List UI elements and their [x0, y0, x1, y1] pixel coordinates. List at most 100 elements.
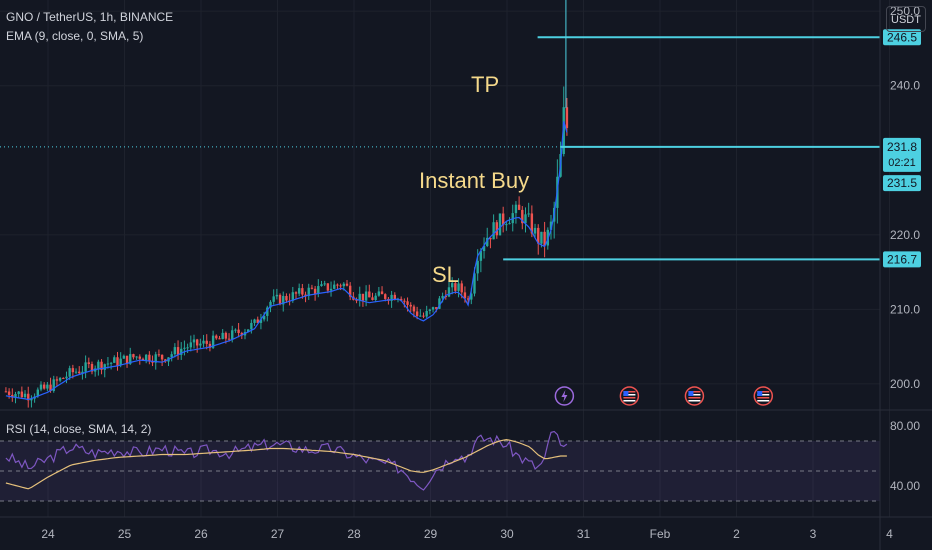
candle [103, 363, 106, 378]
candle [192, 334, 196, 349]
sl-annotation[interactable]: SL [432, 262, 459, 287]
candle [202, 334, 205, 348]
candle [543, 221, 546, 258]
us-flag-icon[interactable] [753, 386, 774, 406]
rsi-tick-label: 40.00 [890, 479, 920, 493]
rsi-polyline [5, 430, 568, 491]
candle [345, 280, 349, 287]
x-tick-label: 31 [577, 527, 591, 541]
countdown: 02:21 [888, 157, 916, 169]
candle [39, 381, 43, 392]
candle [256, 316, 259, 324]
candle [422, 312, 425, 319]
rsi-ma-polyline [5, 438, 567, 490]
candle [310, 284, 314, 290]
ema-legend[interactable]: EMA (9, close, 0, SMA, 5) [6, 29, 144, 43]
candle [537, 224, 540, 255]
candle [173, 343, 177, 358]
candle [218, 335, 221, 340]
candle [154, 351, 157, 370]
candle [180, 342, 183, 360]
sl-line-label: 216.7 [887, 252, 917, 266]
candle [425, 305, 428, 318]
candle [141, 357, 145, 361]
candle [135, 356, 138, 360]
candle [527, 202, 530, 218]
candle [234, 328, 237, 333]
candle [486, 227, 489, 248]
tp-line-label-bg [883, 29, 921, 46]
instant-buy-annotation[interactable]: Instant Buy [419, 168, 530, 193]
candle [294, 291, 298, 299]
candle [438, 296, 441, 310]
candle [533, 223, 537, 239]
candle [74, 368, 78, 375]
currency-button[interactable]: USDT [886, 6, 926, 32]
candle [479, 248, 483, 273]
x-tick-label: Feb [650, 527, 671, 541]
y-tick-label: 240.0 [890, 79, 920, 93]
candle [221, 329, 224, 340]
lightning-icon[interactable] [554, 386, 575, 406]
candle [100, 359, 103, 375]
candle [329, 281, 333, 297]
tp-annotation[interactable]: TP [471, 72, 500, 97]
candle [55, 376, 59, 387]
x-tick-label: 24 [41, 527, 55, 541]
candle [304, 291, 307, 303]
candle [52, 375, 55, 393]
candle [297, 283, 301, 297]
candle [176, 340, 180, 360]
candle [380, 286, 384, 295]
candle [183, 340, 186, 356]
y-tick-label: 220.0 [890, 228, 920, 242]
candle [27, 386, 30, 408]
candle [505, 221, 508, 231]
symbol-legend[interactable]: GNO / TetherUS, 1h, BINANCE [6, 10, 174, 24]
candle [371, 292, 374, 301]
candle [157, 349, 161, 357]
candle [160, 354, 164, 367]
price-levels[interactable]: 246.5 231.8 216.7 231.8 02:21 231.5 [0, 29, 921, 268]
candle [65, 371, 68, 384]
candle [524, 207, 527, 233]
candle [259, 313, 263, 330]
candle [199, 338, 202, 349]
candle [266, 305, 269, 322]
candle [11, 388, 14, 402]
ema-value-label: 231.5 [883, 175, 921, 192]
candle [431, 306, 435, 313]
candle [170, 351, 173, 362]
candle [313, 285, 317, 301]
candle [495, 220, 498, 239]
x-tick-label: 25 [118, 527, 132, 541]
candle [205, 334, 208, 350]
candle [195, 338, 199, 353]
candle [4, 387, 8, 393]
candle [42, 382, 46, 390]
candle [113, 355, 116, 364]
us-flag-icon[interactable] [619, 386, 640, 406]
candle [336, 283, 339, 289]
candle [78, 366, 81, 375]
rsi-legend[interactable]: RSI (14, close, SMA, 14, 2) [6, 422, 152, 436]
candle [20, 386, 24, 399]
y-tick-label: 210.0 [890, 302, 920, 316]
y-tick-label: 250.0 [890, 4, 920, 18]
sl-line-label-bg [883, 251, 921, 268]
candle [215, 334, 218, 340]
candle [122, 354, 126, 359]
x-tick-label: 30 [500, 527, 514, 541]
candle [81, 366, 84, 380]
candle [333, 280, 336, 290]
event-markers[interactable] [554, 386, 774, 406]
candle [307, 283, 310, 300]
x-tick-label: 27 [271, 527, 285, 541]
us-flag-icon[interactable] [684, 386, 705, 406]
candle [374, 292, 377, 303]
candle [272, 289, 275, 305]
x-tick-label: 28 [347, 527, 361, 541]
ema-polyline [5, 121, 568, 401]
